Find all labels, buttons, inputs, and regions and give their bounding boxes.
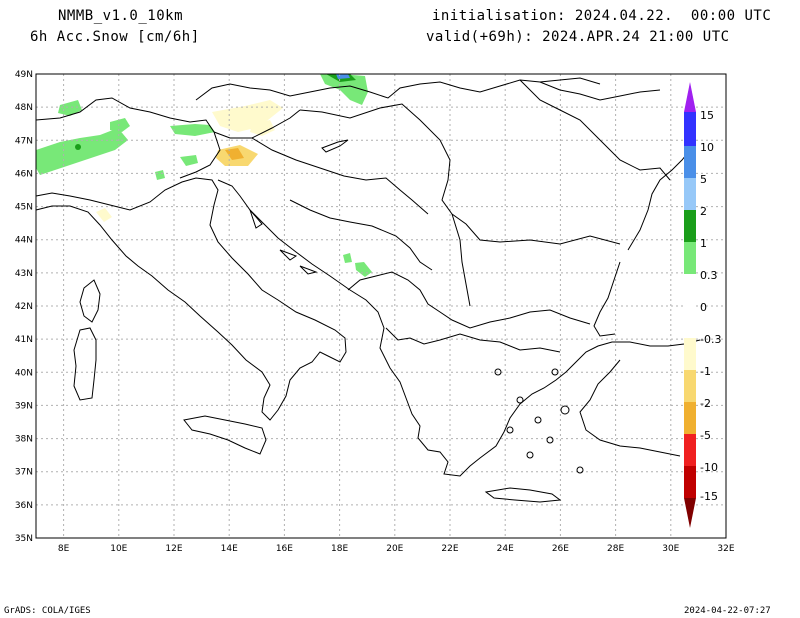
- lat-label: 43N: [15, 269, 33, 279]
- colorbar-segment: [684, 146, 696, 178]
- colorbar-label: -2: [700, 397, 711, 410]
- lat-label: 36N: [15, 501, 33, 511]
- lon-label: 16E: [276, 544, 293, 554]
- latitude-labels: 49N 48N 47N 46N 45N 44N 43N 42N 41N 40N 39N 38N 37N 3…: [15, 70, 33, 544]
- colorbar-segment: [684, 112, 696, 146]
- lat-label: 40N: [15, 368, 33, 378]
- coastlines: [35, 139, 701, 503]
- lon-label: 18E: [331, 544, 348, 554]
- lat-label: 41N: [15, 335, 33, 345]
- colorbar-label: -0.3: [700, 333, 721, 346]
- field-name: 6h Acc.Snow [cm/6h]: [30, 29, 200, 45]
- colorbar-label: 1: [700, 237, 707, 250]
- footer-credit: GrADS: COLA/IGES: [4, 606, 91, 616]
- colorbar-bottom-arrow: [684, 498, 696, 528]
- lon-label: 22E: [441, 544, 458, 554]
- colorbar-label: -5: [700, 429, 711, 442]
- lon-label: 8E: [58, 544, 70, 554]
- lat-label: 45N: [15, 203, 33, 213]
- colorbar-segment: [684, 178, 696, 210]
- colorbar-segment: [684, 402, 696, 434]
- lat-label: 38N: [15, 435, 33, 445]
- lon-label: 20E: [386, 544, 403, 554]
- colorbar-label: 5: [700, 173, 707, 186]
- gridlines: [36, 74, 726, 538]
- lat-label: 48N: [15, 103, 33, 113]
- colorbar-segment: [684, 210, 696, 242]
- lon-label: 32E: [717, 544, 734, 554]
- lat-label: 47N: [15, 136, 33, 146]
- init-time: initialisation: 2024.04.22. 00:00 UTC: [432, 8, 772, 24]
- colorbar-label: 0.3: [700, 269, 718, 282]
- lon-label: 28E: [607, 544, 624, 554]
- colorbar-label: -10: [700, 461, 718, 474]
- valid-time: valid(+69h): 2024.APR.24 21:00 UTC: [426, 29, 730, 45]
- colorbar-label: 0: [700, 301, 707, 314]
- lon-label: 26E: [552, 544, 569, 554]
- colorbar-label: 2: [700, 205, 707, 218]
- colorbar-label: 15: [700, 109, 714, 122]
- colorbar-segment: [684, 242, 696, 274]
- lat-label: 46N: [15, 169, 33, 179]
- colorbar-label: 10: [700, 141, 714, 154]
- lon-label: 24E: [497, 544, 514, 554]
- lon-label: 30E: [662, 544, 679, 554]
- lon-label: 10E: [110, 544, 127, 554]
- lat-label: 44N: [15, 236, 33, 246]
- colorbar-segment: [684, 274, 696, 338]
- lon-label: 14E: [221, 544, 238, 554]
- map-frame: [35, 73, 727, 539]
- lat-label: 37N: [15, 468, 33, 478]
- colorbar-top-arrow: [684, 82, 696, 112]
- model-name: NMMB_v1.0_10km: [58, 8, 184, 24]
- longitude-labels: 8E 10E 12E 14E 16E 18E 20E 22E 24E 26E 28E 30E 32E: [58, 544, 735, 554]
- lat-label: 35N: [15, 534, 33, 544]
- lat-label: 49N: [15, 70, 33, 80]
- lat-label: 39N: [15, 401, 33, 411]
- colorbar-segment: [684, 466, 696, 498]
- lat-label: 42N: [15, 302, 33, 312]
- colorbar-label: -15: [700, 490, 718, 503]
- colorbar-segment: [684, 370, 696, 402]
- snow-shading: [36, 74, 372, 277]
- colorbar: 15 10 5 2 1 0.3 0 -0.3 -1 -2 -5 -10 -15: [684, 82, 721, 528]
- footer-timestamp: 2024-04-22-07:27: [684, 606, 771, 616]
- colorbar-segment: [684, 434, 696, 466]
- borders: [35, 77, 671, 353]
- colorbar-segment: [684, 338, 696, 370]
- colorbar-label: -1: [700, 365, 711, 378]
- lon-label: 12E: [165, 544, 182, 554]
